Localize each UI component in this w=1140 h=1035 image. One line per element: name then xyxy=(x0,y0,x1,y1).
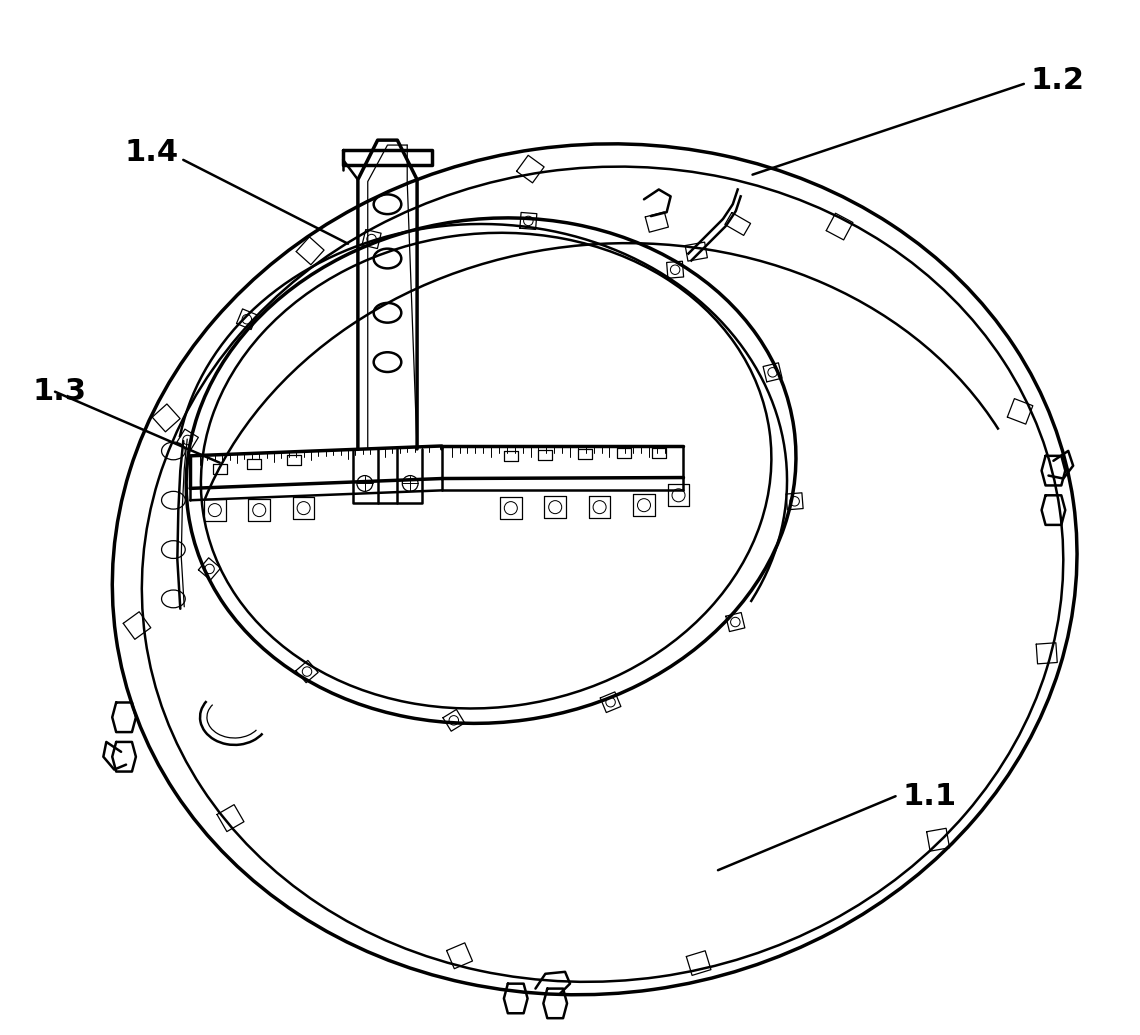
Text: 1.4: 1.4 xyxy=(124,139,178,168)
Text: 1.1: 1.1 xyxy=(903,781,956,810)
Text: 1.2: 1.2 xyxy=(1031,66,1085,95)
Text: 1.3: 1.3 xyxy=(32,377,87,406)
